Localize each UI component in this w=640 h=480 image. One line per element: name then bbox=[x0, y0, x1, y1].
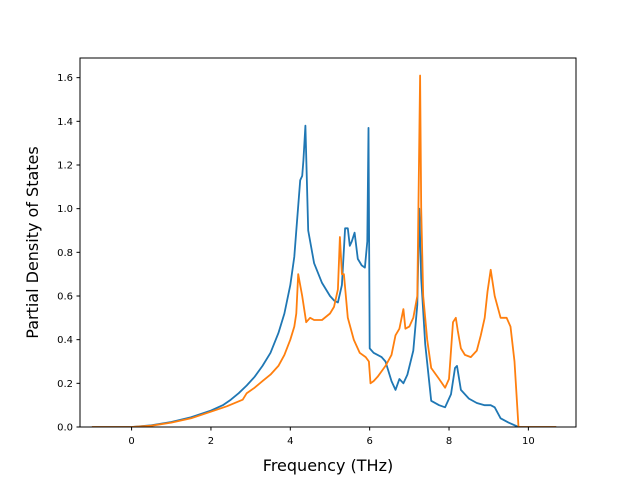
y-tick-label: 1.4 bbox=[57, 117, 73, 128]
x-axis-ticks: 0 2 4 6 8 10 bbox=[128, 427, 535, 447]
y-axis-ticks: 0.0 0.2 0.4 0.6 0.8 1.0 1.2 1.4 1.6 bbox=[57, 73, 80, 434]
x-tick-label: 6 bbox=[366, 436, 372, 447]
series-line-1 bbox=[91, 124, 557, 427]
plot-frame bbox=[79, 57, 577, 428]
y-tick-label: 0.2 bbox=[57, 379, 73, 390]
x-axis-label: Frequency (THz) bbox=[263, 456, 393, 475]
y-tick-label: 1.6 bbox=[57, 73, 73, 84]
x-tick-label: 2 bbox=[208, 436, 214, 447]
y-axis-label: Partial Density of States bbox=[23, 146, 42, 338]
y-tick-label: 0.4 bbox=[57, 335, 73, 346]
x-tick-label: 8 bbox=[446, 436, 452, 447]
x-tick-label: 4 bbox=[287, 436, 293, 447]
y-tick-label: 0.8 bbox=[57, 248, 73, 259]
y-tick-label: 1.2 bbox=[57, 160, 73, 171]
x-tick-label: 0 bbox=[128, 436, 134, 447]
x-tick-label: 10 bbox=[522, 436, 535, 447]
y-tick-label: 1.0 bbox=[57, 204, 73, 215]
y-tick-label: 0.6 bbox=[57, 291, 73, 302]
y-tick-label: 0.0 bbox=[57, 423, 73, 434]
series-lines bbox=[91, 74, 557, 427]
series-line-2 bbox=[91, 74, 557, 427]
